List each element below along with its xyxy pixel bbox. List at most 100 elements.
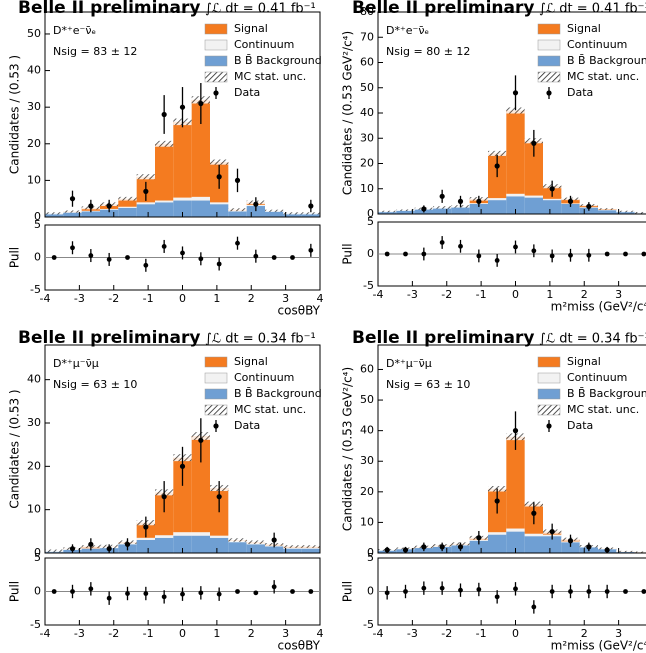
- data-point: [143, 188, 149, 194]
- pull-point: [180, 250, 185, 256]
- bar-segment: [136, 540, 155, 553]
- y-axis-label: Candidates / (0.53 ): [8, 55, 22, 174]
- y-axis-label: Candidates / (0.53 GeV²/c⁴): [341, 31, 355, 195]
- bar-segment: [561, 203, 580, 214]
- data-point: [439, 193, 445, 199]
- bar-segment: [228, 211, 247, 217]
- legend-label: Data: [234, 419, 260, 432]
- bar-segment: [488, 198, 507, 201]
- pull-point: [641, 251, 646, 257]
- legend-swatch: [537, 71, 561, 83]
- legend-swatch: [537, 39, 561, 51]
- bar-segment: [246, 544, 265, 553]
- mc-uncertainty: [210, 159, 229, 165]
- data-point: [549, 528, 555, 535]
- bar-segment: [173, 535, 192, 553]
- legend-swatch: [537, 388, 561, 400]
- bar-segment: [191, 200, 210, 217]
- pull-point: [568, 589, 573, 594]
- x-tick-label: -2: [441, 627, 452, 640]
- data-point: [124, 541, 131, 547]
- y-tick-label: 30: [27, 100, 41, 113]
- data-point: [143, 524, 149, 530]
- x-tick-label: 1: [213, 627, 220, 640]
- x-tick-label: -3: [74, 627, 85, 640]
- x-tick-label: 3: [282, 292, 289, 305]
- x-tick-label: -3: [407, 288, 418, 301]
- bar-segment: [155, 492, 174, 536]
- y-tick-label: 10: [27, 173, 41, 186]
- y-tick-label: 30: [360, 131, 374, 144]
- data-point: [106, 546, 112, 552]
- pull-y-tick-label: 5: [34, 551, 41, 564]
- data-point: [457, 544, 464, 550]
- y-tick-label: 50: [360, 393, 374, 406]
- pull-point: [458, 587, 463, 593]
- data-point: [512, 428, 519, 434]
- data-point: [198, 437, 204, 443]
- pull-point: [458, 243, 463, 249]
- channel-label: D*⁺e⁻ν̄ₑ: [386, 24, 429, 37]
- x-tick-label: -3: [407, 627, 418, 640]
- x-tick-label: 0: [179, 627, 186, 640]
- data-point: [384, 547, 390, 553]
- pull-point: [290, 255, 295, 260]
- y-tick-label: 10: [27, 503, 41, 516]
- mc-uncertainty: [283, 545, 302, 548]
- legend-swatch: [537, 404, 561, 416]
- legend-swatch: [204, 71, 228, 83]
- pull-point: [604, 589, 610, 594]
- pull-point: [51, 255, 57, 260]
- mc-uncertainty: [634, 211, 646, 214]
- legend-swatch: [204, 372, 228, 384]
- pull-y-tick-label: 0: [367, 247, 374, 260]
- pull-point: [88, 253, 94, 258]
- bar-segment: [136, 202, 155, 205]
- x-axis-label: cosθBY: [278, 304, 321, 318]
- legend-label: Signal: [567, 355, 601, 368]
- panel-title: Belle II preliminary: [18, 328, 200, 348]
- bar-segment: [579, 207, 598, 214]
- bar-segment: [173, 200, 192, 217]
- y-tick-label: 10: [360, 182, 374, 195]
- x-tick-label: 2: [248, 292, 255, 305]
- x-tick-label: 0: [179, 292, 186, 305]
- y-tick-label: 20: [27, 459, 41, 472]
- bar-segment: [191, 196, 210, 201]
- pull-point: [403, 589, 408, 594]
- x-tick-label: -3: [74, 292, 85, 305]
- bar-segment: [45, 213, 64, 217]
- x-tick-label: 2: [248, 627, 255, 640]
- bar-segment: [451, 206, 470, 214]
- legend-label: Data: [234, 86, 260, 99]
- mc-uncertainty: [136, 174, 155, 180]
- mc-uncertainty: [616, 210, 635, 213]
- data-point: [586, 544, 592, 550]
- x-tick-label: 1: [213, 292, 220, 305]
- y-tick-label: 0: [34, 546, 41, 559]
- pull-point: [51, 589, 57, 594]
- bar-segment: [616, 211, 635, 214]
- data-point: [253, 201, 259, 207]
- x-tick-label: -1: [476, 627, 487, 640]
- data-point: [439, 544, 445, 550]
- pull-point: [494, 258, 500, 263]
- legend-swatch: [537, 55, 561, 67]
- bar-segment: [228, 542, 247, 553]
- bar-segment: [81, 211, 100, 217]
- data-point: [586, 203, 592, 210]
- y-tick-label: 40: [27, 373, 41, 386]
- bar-segment: [246, 206, 265, 217]
- y-tick-label: 60: [360, 362, 374, 375]
- bar-segment: [506, 196, 525, 214]
- pull-point: [88, 586, 94, 592]
- pull-point: [70, 245, 75, 251]
- y-axis-label: Candidates / (0.53 ): [8, 389, 22, 508]
- pull-y-tick-label: 5: [34, 218, 41, 231]
- pull-point: [384, 251, 390, 257]
- pull-point: [384, 590, 390, 596]
- pull-point: [586, 589, 592, 594]
- x-tick-label: 2: [581, 627, 588, 640]
- mc-uncertainty: [265, 209, 284, 212]
